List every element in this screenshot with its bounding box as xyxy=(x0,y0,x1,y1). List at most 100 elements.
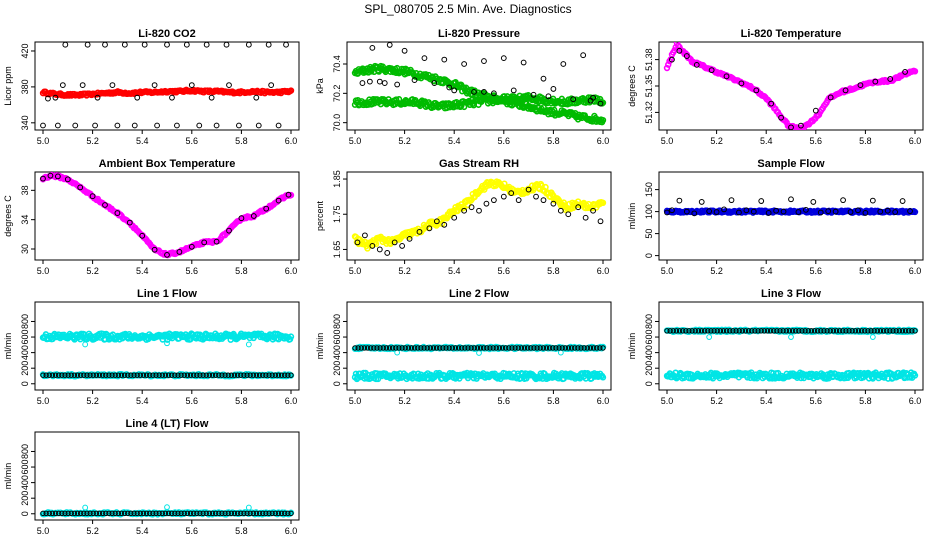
data-point xyxy=(175,510,181,517)
data-point xyxy=(68,510,74,517)
data-point xyxy=(68,372,74,378)
series-1 xyxy=(39,86,295,99)
data-point xyxy=(265,42,272,48)
data-point xyxy=(228,510,235,517)
data-point xyxy=(437,345,443,351)
data-point xyxy=(164,504,170,511)
data-point xyxy=(46,510,52,517)
data-point xyxy=(374,345,380,351)
data-point xyxy=(96,510,103,517)
data-point xyxy=(783,328,789,334)
data-point xyxy=(502,345,509,351)
data-point xyxy=(753,87,760,94)
x-tick-label: 5.8 xyxy=(547,266,560,276)
data-point xyxy=(187,372,194,378)
y-tick-label: 0 xyxy=(644,253,654,258)
data-point xyxy=(183,42,190,48)
data-point xyxy=(468,345,474,351)
chart-title: Line 3 Flow xyxy=(761,288,821,300)
data-point xyxy=(818,328,824,334)
data-point xyxy=(212,372,219,378)
data-point xyxy=(778,114,784,121)
series-2 xyxy=(82,504,252,511)
x-tick-label: 5.0 xyxy=(661,266,674,276)
data-point xyxy=(216,372,222,378)
data-point xyxy=(247,372,253,378)
data-point xyxy=(862,328,868,334)
data-point xyxy=(216,510,222,517)
data-point xyxy=(244,510,250,517)
y-tick-label: 380 xyxy=(20,79,30,94)
data-point xyxy=(877,208,884,215)
data-point xyxy=(738,80,745,87)
data-point xyxy=(880,328,887,334)
x-tick-label: 5.6 xyxy=(810,266,823,276)
series-2 xyxy=(40,42,289,129)
data-point xyxy=(424,345,430,351)
data-point xyxy=(714,328,720,334)
data-point xyxy=(520,59,527,66)
data-point xyxy=(543,345,550,351)
x-tick-label: 5.8 xyxy=(235,526,248,536)
data-point xyxy=(288,510,294,517)
data-point xyxy=(590,207,596,214)
data-point xyxy=(912,328,918,334)
data-point xyxy=(676,47,683,54)
data-point xyxy=(508,190,515,197)
data-point xyxy=(821,328,827,334)
series-1 xyxy=(351,178,607,252)
data-point xyxy=(852,328,859,334)
data-point xyxy=(521,345,528,351)
data-point xyxy=(287,191,295,199)
data-point xyxy=(203,42,210,48)
series-3 xyxy=(359,42,604,107)
data-point xyxy=(285,510,291,517)
data-point xyxy=(840,328,846,334)
data-point xyxy=(197,372,203,378)
data-point xyxy=(557,349,564,356)
data-point xyxy=(695,328,702,334)
y-tick-label: 0 xyxy=(20,511,30,516)
data-point xyxy=(679,328,686,334)
data-point xyxy=(65,510,71,517)
data-point xyxy=(125,372,131,378)
data-point xyxy=(575,345,581,351)
data-point xyxy=(282,372,288,378)
data-point xyxy=(669,56,675,63)
data-point xyxy=(377,345,383,351)
data-point xyxy=(355,345,361,351)
chart-panel-6: Sample Flow 5.0 5.2 5.4 5.6 5.8 6.0 0 50 100 150 ml… xyxy=(627,158,924,276)
y-tick-label: 200 xyxy=(644,361,654,376)
data-point xyxy=(272,372,279,378)
plot-area xyxy=(663,326,919,382)
data-point xyxy=(907,208,913,215)
x-tick-label: 5.0 xyxy=(37,136,50,146)
data-point xyxy=(786,328,793,334)
y-tick-label: 340 xyxy=(20,115,30,130)
data-point xyxy=(565,211,572,218)
x-tick-label: 5.2 xyxy=(398,266,411,276)
data-point xyxy=(245,341,252,348)
plot-area xyxy=(39,504,295,518)
data-point xyxy=(226,227,232,234)
x-tick-label: 5.4 xyxy=(136,526,149,536)
data-point xyxy=(362,232,368,239)
data-point xyxy=(597,345,603,351)
data-point xyxy=(399,345,405,351)
data-point xyxy=(126,219,133,226)
data-point xyxy=(600,345,606,351)
data-point xyxy=(471,88,477,95)
data-point xyxy=(125,510,131,517)
data-point xyxy=(840,197,846,204)
data-point xyxy=(691,210,698,217)
y-tick-label: 1.65 xyxy=(332,241,342,259)
x-tick-label: 5.2 xyxy=(398,396,411,406)
y-tick-label: 70.2 xyxy=(332,85,342,103)
data-point xyxy=(169,372,175,378)
data-point xyxy=(141,42,148,48)
x-tick-label: 5.4 xyxy=(448,136,461,146)
data-point xyxy=(556,345,562,351)
data-point xyxy=(452,345,459,351)
y-tick-label: 0 xyxy=(332,381,342,386)
data-point xyxy=(578,345,584,351)
